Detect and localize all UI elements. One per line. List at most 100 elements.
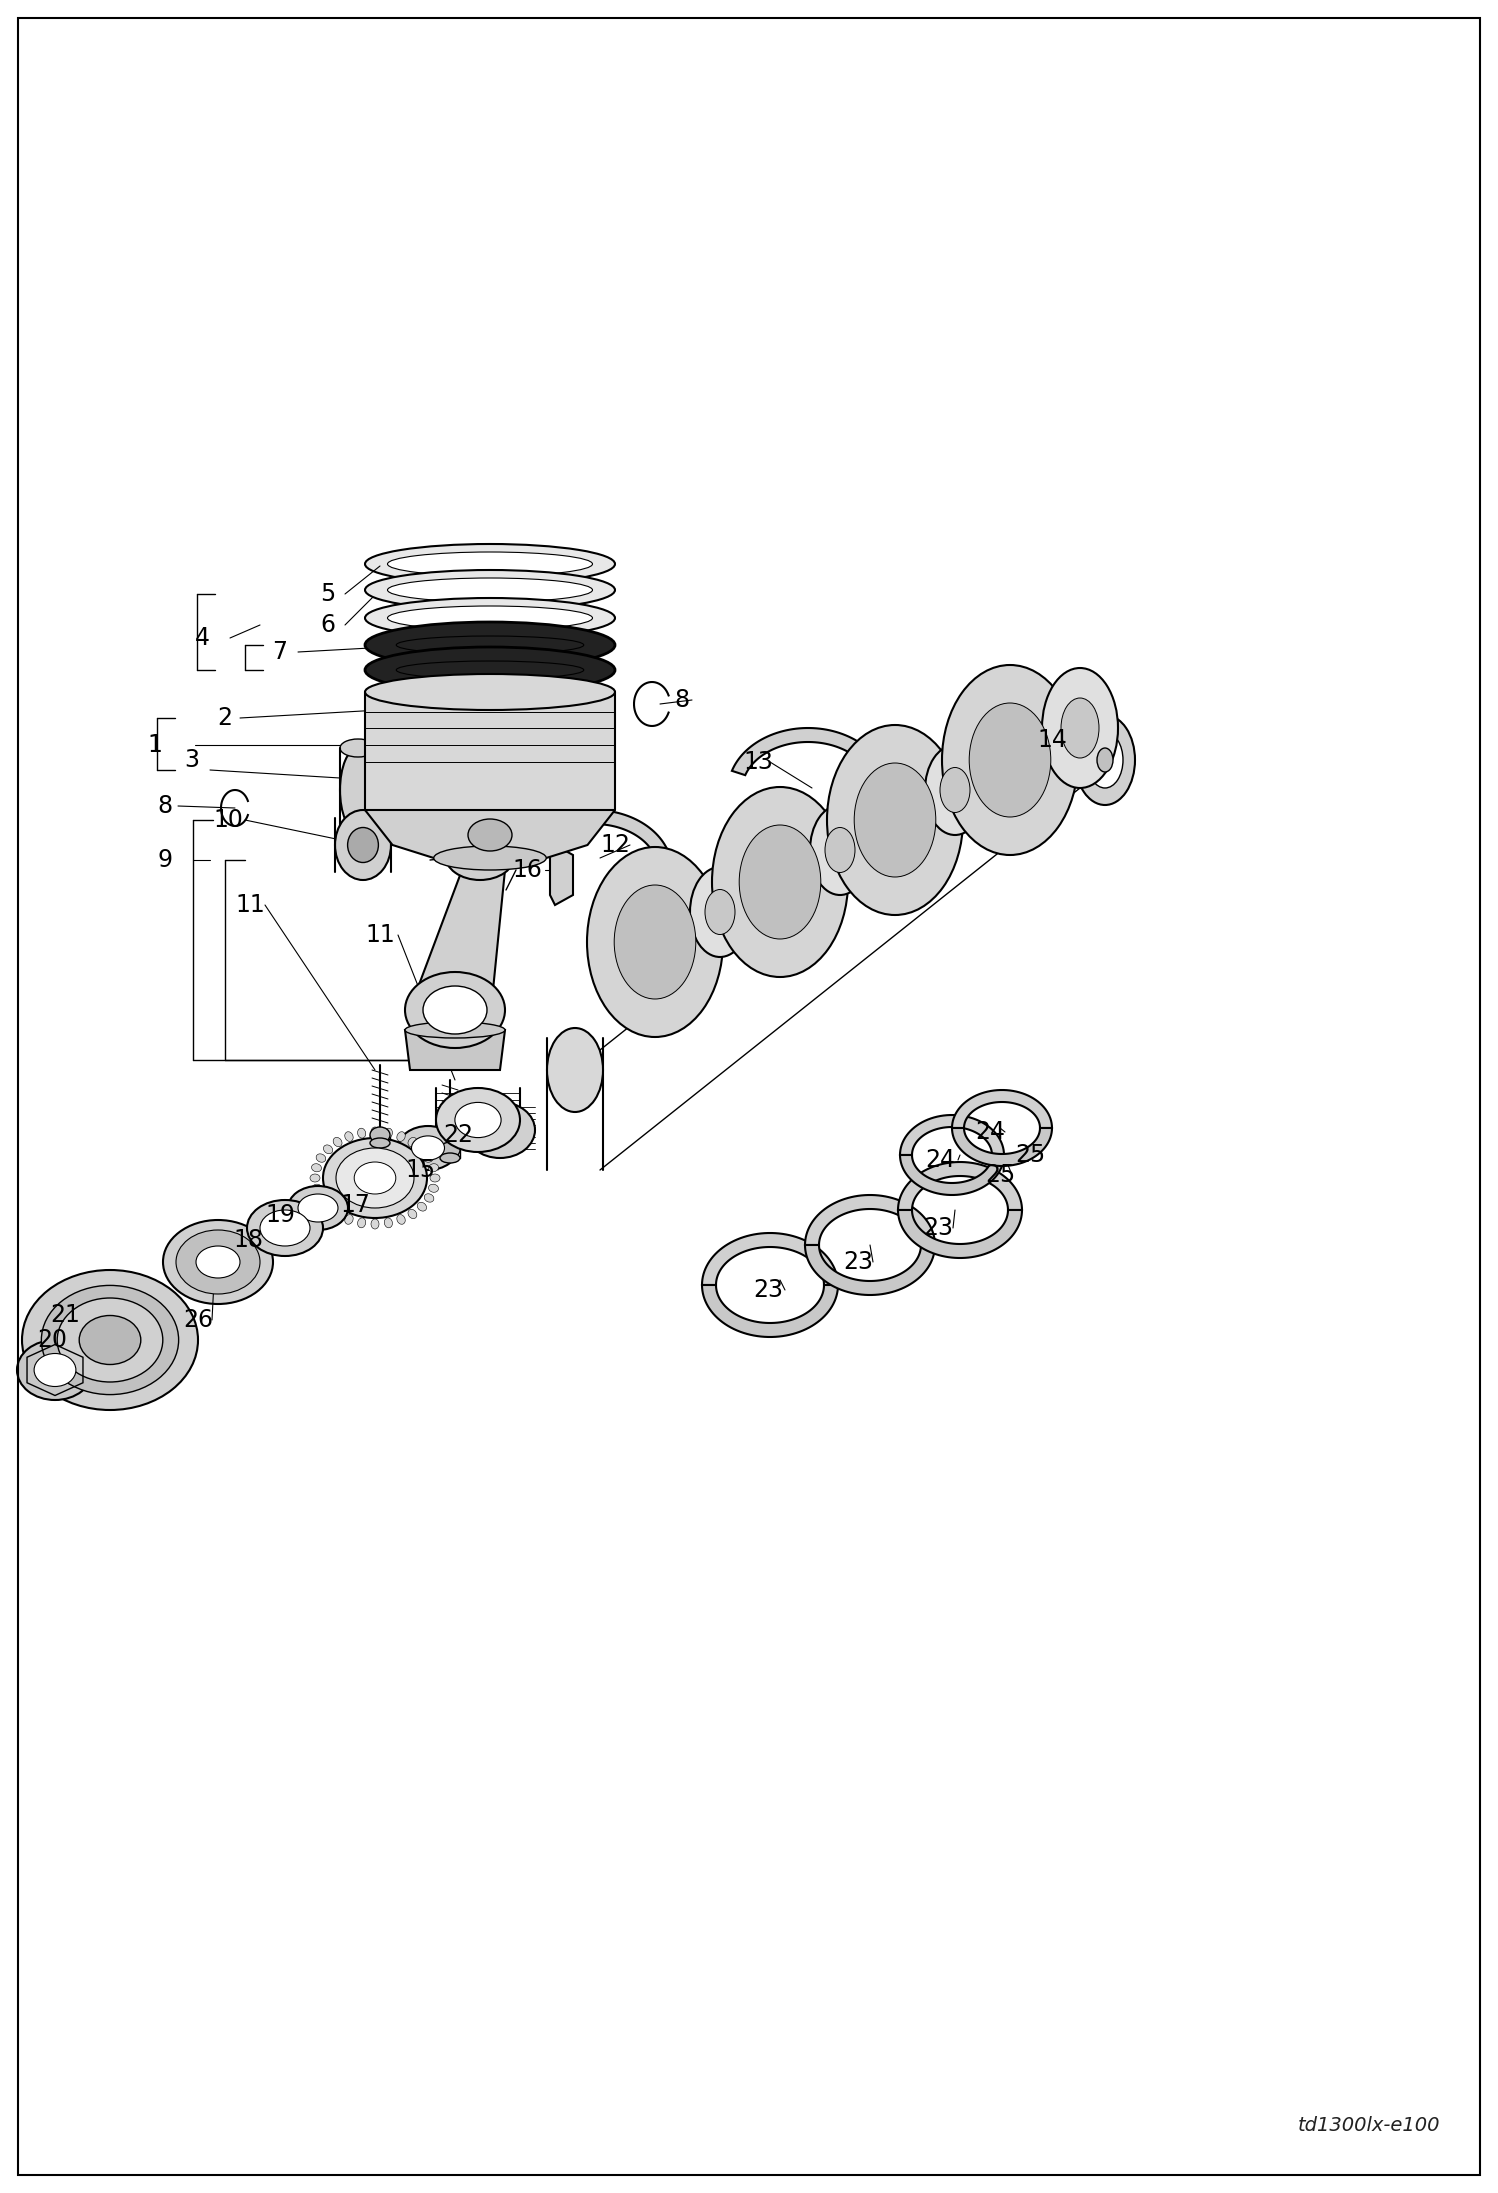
Ellipse shape — [345, 1215, 354, 1224]
Ellipse shape — [1061, 697, 1100, 759]
Text: 24: 24 — [924, 1147, 956, 1171]
Ellipse shape — [422, 987, 487, 1035]
Ellipse shape — [397, 660, 584, 680]
Text: 23: 23 — [753, 1279, 783, 1303]
Ellipse shape — [312, 1184, 322, 1193]
Text: 7: 7 — [273, 640, 288, 664]
Ellipse shape — [385, 1127, 392, 1138]
Ellipse shape — [366, 544, 616, 583]
Ellipse shape — [825, 827, 855, 873]
Ellipse shape — [455, 1103, 502, 1138]
Ellipse shape — [941, 768, 971, 811]
Ellipse shape — [440, 1154, 460, 1162]
Polygon shape — [703, 1232, 837, 1285]
Ellipse shape — [418, 1145, 427, 1154]
Ellipse shape — [428, 1184, 439, 1193]
Text: 3: 3 — [184, 748, 199, 772]
Ellipse shape — [22, 1270, 198, 1410]
Ellipse shape — [366, 570, 616, 610]
Ellipse shape — [358, 1217, 366, 1228]
Ellipse shape — [345, 1132, 354, 1140]
Ellipse shape — [436, 1088, 520, 1151]
Ellipse shape — [404, 971, 505, 1048]
Ellipse shape — [348, 827, 379, 862]
Ellipse shape — [424, 1154, 434, 1162]
Text: 16: 16 — [512, 857, 542, 882]
Text: 12: 12 — [601, 833, 631, 857]
Ellipse shape — [464, 1103, 535, 1158]
Polygon shape — [897, 1211, 1022, 1259]
Ellipse shape — [388, 579, 593, 603]
Ellipse shape — [587, 846, 724, 1037]
Polygon shape — [897, 1162, 1022, 1211]
Polygon shape — [953, 1127, 1052, 1167]
Ellipse shape — [366, 673, 616, 711]
Text: 22: 22 — [443, 1123, 473, 1147]
Polygon shape — [804, 1246, 935, 1296]
Ellipse shape — [397, 1215, 406, 1224]
Ellipse shape — [1043, 669, 1118, 787]
Ellipse shape — [336, 809, 391, 879]
Ellipse shape — [57, 1298, 163, 1382]
Ellipse shape — [385, 1217, 392, 1228]
Ellipse shape — [404, 1022, 505, 1037]
Polygon shape — [733, 728, 884, 774]
Polygon shape — [520, 809, 668, 855]
Ellipse shape — [467, 818, 512, 851]
Ellipse shape — [412, 1136, 445, 1160]
Polygon shape — [404, 1031, 505, 1070]
Text: 14: 14 — [1037, 728, 1067, 752]
Ellipse shape — [407, 1208, 416, 1219]
Text: td1300lx-e100: td1300lx-e100 — [1297, 2116, 1440, 2136]
Text: 8: 8 — [157, 794, 172, 818]
Ellipse shape — [428, 1164, 439, 1171]
Ellipse shape — [372, 1127, 379, 1136]
Ellipse shape — [261, 1211, 310, 1246]
Ellipse shape — [424, 1193, 434, 1202]
Ellipse shape — [418, 1202, 427, 1211]
Ellipse shape — [316, 1193, 325, 1202]
Text: 8: 8 — [674, 689, 689, 713]
Text: 17: 17 — [340, 1193, 370, 1217]
Ellipse shape — [1097, 748, 1113, 772]
Ellipse shape — [372, 1219, 379, 1228]
Text: 21: 21 — [49, 1303, 79, 1327]
Ellipse shape — [247, 1200, 324, 1257]
Ellipse shape — [324, 1145, 333, 1154]
Ellipse shape — [340, 748, 376, 831]
Ellipse shape — [712, 787, 848, 978]
Ellipse shape — [397, 636, 584, 654]
Text: 4: 4 — [195, 625, 210, 649]
Ellipse shape — [175, 1230, 261, 1294]
Text: 5: 5 — [321, 581, 336, 605]
Ellipse shape — [942, 664, 1079, 855]
Ellipse shape — [1088, 732, 1124, 787]
Ellipse shape — [1076, 715, 1135, 805]
Ellipse shape — [388, 553, 593, 577]
Ellipse shape — [547, 1029, 604, 1112]
Ellipse shape — [16, 1340, 93, 1399]
Text: 19: 19 — [265, 1204, 295, 1228]
Ellipse shape — [440, 1143, 460, 1158]
Ellipse shape — [333, 1208, 342, 1219]
Ellipse shape — [324, 1138, 427, 1217]
Text: 25: 25 — [984, 1162, 1016, 1186]
Ellipse shape — [163, 1219, 273, 1305]
Ellipse shape — [691, 866, 750, 956]
Polygon shape — [804, 1195, 935, 1246]
Ellipse shape — [42, 1285, 178, 1395]
Ellipse shape — [196, 1246, 240, 1279]
Ellipse shape — [336, 1147, 413, 1208]
Polygon shape — [550, 844, 574, 906]
Polygon shape — [416, 871, 505, 1031]
Text: 11: 11 — [235, 893, 265, 917]
Ellipse shape — [370, 1138, 389, 1147]
Ellipse shape — [810, 805, 870, 895]
Text: 23: 23 — [923, 1215, 953, 1239]
Text: 13: 13 — [743, 750, 773, 774]
Ellipse shape — [430, 1173, 440, 1182]
Ellipse shape — [407, 1138, 416, 1147]
Text: 11: 11 — [366, 923, 395, 947]
Ellipse shape — [312, 1164, 322, 1171]
Ellipse shape — [324, 1202, 333, 1211]
